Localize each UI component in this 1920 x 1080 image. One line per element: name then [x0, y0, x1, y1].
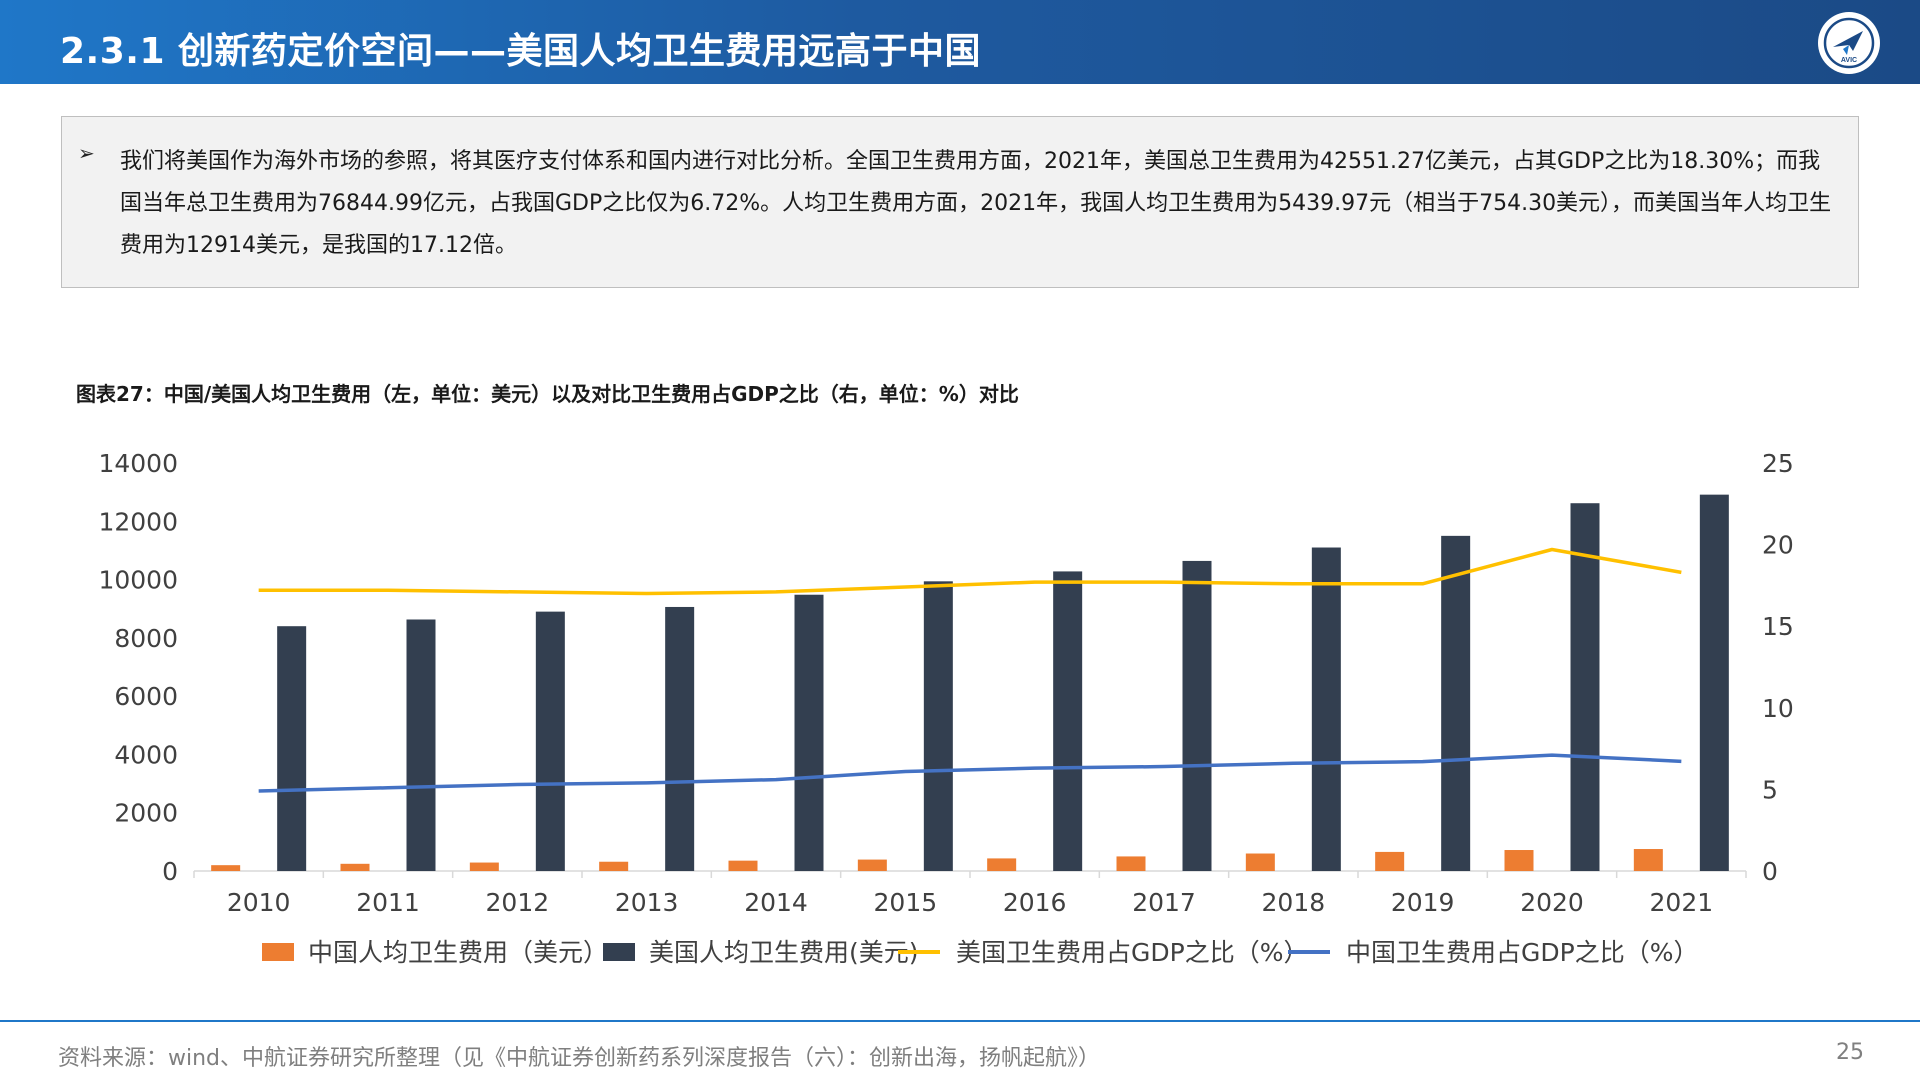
y-right-tick-label: 5: [1762, 775, 1778, 804]
summary-text: 我们将美国作为海外市场的参照，将其医疗支付体系和国内进行对比分析。全国卫生费用方…: [120, 149, 1832, 258]
y-left-tick-label: 10000: [98, 566, 178, 595]
y-left-tick-label: 14000: [98, 449, 178, 478]
line-china-gdp-share: [258, 753, 1682, 793]
bar-usa-per-capita: [1699, 494, 1729, 871]
y-left-tick-label: 2000: [114, 799, 178, 828]
bar-china-per-capita: [1633, 849, 1663, 871]
bar-usa-per-capita: [794, 594, 824, 871]
bar-usa-per-capita: [1441, 535, 1471, 871]
bar-china-per-capita: [469, 862, 499, 871]
health-expenditure-chart: 2010 2011 2012 2013 2014 2015 2016 2017 2018 2019…: [98, 449, 1794, 967]
bar-usa-per-capita: [923, 581, 953, 871]
bar-usa-per-capita: [1053, 571, 1083, 871]
x-tick-label: 2012: [486, 888, 550, 917]
header-bar: 2.3.1 创新药定价空间——美国人均卫生费用远高于中国 AVIC: [0, 0, 1920, 84]
x-tick-label: 2014: [744, 888, 808, 917]
avic-logo-text: AVIC: [1841, 57, 1857, 64]
y-left-tick-label: 0: [162, 857, 178, 886]
bar-china-per-capita: [211, 865, 241, 871]
bar-china-per-capita: [728, 860, 758, 871]
bullet-arrow-icon: ➢: [78, 141, 95, 165]
bar-china-per-capita: [987, 858, 1017, 871]
line-usa-gdp-share: [258, 547, 1682, 596]
x-tick-label: 2016: [1003, 888, 1067, 917]
bar-china-per-capita: [1375, 851, 1405, 871]
bar-usa-per-capita: [665, 606, 695, 871]
bar-china-per-capita: [857, 859, 887, 871]
legend-label: 中国卫生费用占GDP之比（%）: [1346, 938, 1698, 967]
source-note: 资料来源：wind、中航证券研究所整理（见《中航证券创新药系列深度报告（六）：创…: [58, 1046, 1101, 1071]
summary-box: ➢ 我们将美国作为海外市场的参照，将其医疗支付体系和国内进行对比分析。全国卫生费…: [61, 116, 1859, 288]
y-left-tick-label: 4000: [114, 740, 178, 769]
y-left-tick-label: 12000: [98, 507, 178, 536]
y-right-tick-label: 20: [1762, 531, 1794, 560]
legend-label: 中国人均卫生费用（美元）: [308, 938, 608, 967]
x-tick-label: 2018: [1262, 888, 1326, 917]
y-right-tick-label: 25: [1762, 449, 1794, 478]
bar-china-per-capita: [599, 861, 629, 871]
bar-china-per-capita: [1504, 850, 1534, 871]
legend-swatch: [262, 943, 294, 961]
bar-usa-per-capita: [1182, 560, 1212, 871]
x-tick-label: 2019: [1391, 888, 1455, 917]
footer-divider: [0, 1020, 1920, 1022]
chart-title: 图表27：中国/美国人均卫生费用（左，单位：美元）以及对比卫生费用占GDP之比（…: [76, 382, 1019, 406]
legend-label: 美国卫生费用占GDP之比（%）: [956, 938, 1308, 967]
bar-usa-per-capita: [406, 619, 436, 871]
y-right-tick-label: 10: [1762, 694, 1794, 723]
bar-china-per-capita: [1116, 856, 1146, 871]
bar-usa-per-capita: [1311, 547, 1341, 871]
bar-usa-per-capita: [1570, 503, 1600, 871]
x-tick-label: 2017: [1132, 888, 1196, 917]
bar-china-per-capita: [340, 863, 370, 871]
page-number: 25: [1836, 1040, 1864, 1065]
bar-usa-per-capita: [277, 626, 307, 871]
x-tick-label: 2013: [615, 888, 679, 917]
x-tick-label: 2015: [874, 888, 938, 917]
y-right-tick-label: 15: [1762, 612, 1794, 641]
x-tick-label: 2010: [227, 888, 291, 917]
avic-logo: AVIC: [1818, 12, 1880, 74]
y-left-tick-label: 6000: [114, 682, 178, 711]
x-tick-label: 2021: [1650, 888, 1714, 917]
bar-china-per-capita: [1245, 853, 1275, 871]
bar-usa-per-capita: [535, 611, 565, 871]
legend-swatch: [603, 943, 635, 961]
avic-logo-icon: AVIC: [1823, 17, 1875, 69]
x-tick-label: 2020: [1520, 888, 1584, 917]
y-right-tick-label: 0: [1762, 857, 1778, 886]
x-tick-label: 2011: [356, 888, 420, 917]
y-left-tick-label: 8000: [114, 624, 178, 653]
page-title: 2.3.1 创新药定价空间——美国人均卫生费用远高于中国: [60, 31, 982, 72]
legend-label: 美国人均卫生费用(美元): [649, 938, 919, 967]
